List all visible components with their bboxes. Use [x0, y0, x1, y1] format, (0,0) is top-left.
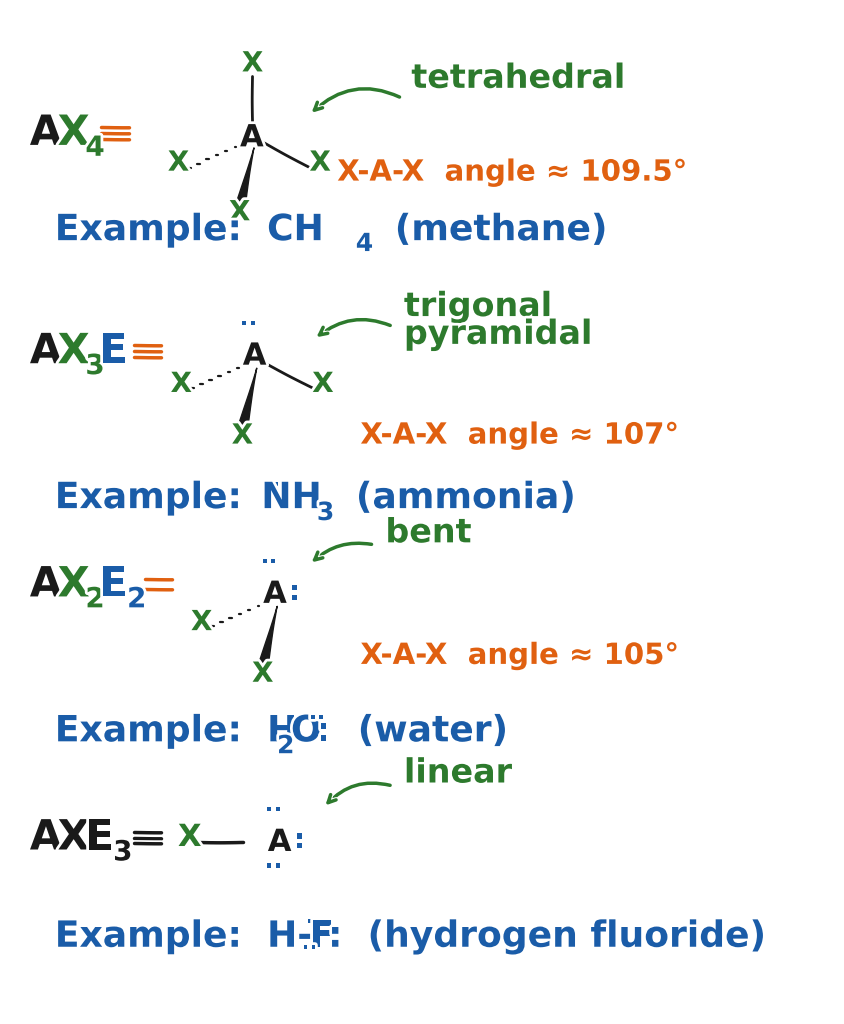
Text: ··: ··: [309, 709, 324, 728]
Text: A: A: [262, 580, 286, 609]
Polygon shape: [235, 147, 253, 209]
Text: X: X: [241, 49, 263, 78]
Text: bent: bent: [385, 516, 471, 549]
Polygon shape: [258, 606, 277, 667]
Text: pyramidal: pyramidal: [403, 317, 592, 351]
Text: X: X: [252, 659, 273, 688]
Text: 3: 3: [85, 352, 105, 380]
Text: ··: ··: [264, 475, 280, 496]
Text: 3: 3: [113, 839, 133, 866]
Text: E: E: [99, 563, 127, 605]
Text: E: E: [99, 330, 127, 373]
Text: A: A: [240, 123, 263, 153]
Text: X: X: [229, 199, 250, 226]
Text: X: X: [57, 816, 89, 858]
Text: X: X: [57, 563, 89, 605]
Text: Example:  H: Example: H: [55, 715, 297, 749]
Text: X: X: [178, 823, 201, 852]
Text: A: A: [30, 112, 62, 154]
Text: linear: linear: [403, 757, 511, 790]
Text: A: A: [30, 330, 62, 373]
Text: :: :: [316, 715, 330, 748]
Text: Example:: Example:: [55, 481, 267, 515]
Text: NH: NH: [261, 481, 322, 515]
Text: 2: 2: [277, 734, 294, 758]
Text: ··: ··: [301, 939, 317, 958]
Text: O: O: [290, 715, 322, 749]
Text: X: X: [168, 148, 189, 177]
Text: X: X: [231, 422, 252, 450]
Text: Example:  H-: Example: H-: [55, 920, 312, 953]
Text: 4: 4: [355, 232, 373, 256]
Text: A: A: [30, 816, 62, 858]
Text: A: A: [268, 828, 291, 857]
Text: X-A-X  angle ≈ 109.5°: X-A-X angle ≈ 109.5°: [337, 159, 686, 186]
Text: X: X: [191, 608, 212, 636]
Text: (ammonia): (ammonia): [330, 481, 576, 515]
Text: (methane): (methane): [369, 213, 607, 247]
Text: X: X: [57, 330, 89, 373]
Text: ··: ··: [260, 553, 277, 572]
Text: 2: 2: [127, 586, 146, 613]
Text: A: A: [242, 342, 266, 371]
Text: ··: ··: [265, 857, 281, 878]
Text: 2: 2: [85, 586, 105, 613]
Text: A: A: [30, 563, 62, 605]
Polygon shape: [238, 368, 257, 429]
Text: F: F: [309, 920, 334, 953]
Text: Example:  CH: Example: CH: [55, 213, 323, 247]
Text: trigonal: trigonal: [403, 290, 551, 324]
Text: 3: 3: [316, 501, 334, 525]
Text: X: X: [170, 370, 192, 398]
Text: X-A-X  angle ≈ 105°: X-A-X angle ≈ 105°: [360, 642, 678, 670]
Text: X: X: [312, 370, 333, 398]
Text: :: :: [289, 579, 300, 606]
Text: X: X: [309, 148, 331, 177]
Text: 4: 4: [85, 134, 105, 162]
Text: tetrahedral: tetrahedral: [411, 61, 625, 95]
Text: X: X: [57, 112, 89, 154]
Text: X-A-X  angle ≈ 107°: X-A-X angle ≈ 107°: [360, 422, 678, 450]
Text: ··: ··: [265, 801, 281, 820]
Text: ··: ··: [240, 314, 257, 335]
Text: (water): (water): [333, 715, 508, 749]
Text: E: E: [85, 816, 114, 858]
Text: :  (hydrogen fluoride): : (hydrogen fluoride): [327, 920, 766, 953]
Text: ··: ··: [306, 911, 322, 932]
Text: :: :: [294, 826, 305, 854]
